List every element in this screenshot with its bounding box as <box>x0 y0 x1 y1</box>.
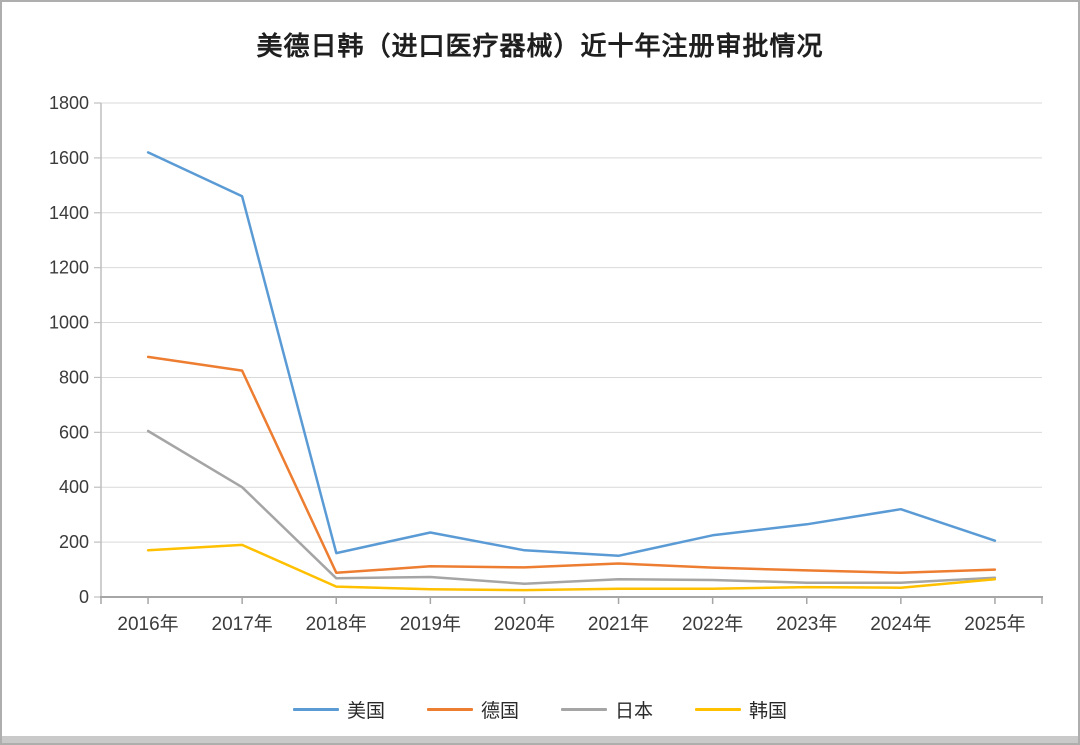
x-axis-tick-label: 2021年 <box>588 613 649 635</box>
y-axis-tick-label: 1600 <box>49 148 89 168</box>
x-axis-tick-label: 2017年 <box>212 613 273 635</box>
legend-label: 日本 <box>615 701 654 722</box>
legend-item-3: 韩国 <box>695 696 787 723</box>
x-axis-tick-label: 2023年 <box>776 613 837 635</box>
x-axis-tick-label: 2016年 <box>117 613 178 635</box>
series-line-1 <box>146 355 997 575</box>
legend-item-2: 日本 <box>561 696 653 723</box>
x-axis-tick-label: 2022年 <box>682 613 743 635</box>
series-line-2 <box>146 429 997 586</box>
y-axis-tick-label: 200 <box>59 532 89 552</box>
window-bottom-bar <box>2 736 1078 743</box>
x-axis-tick-label: 2019年 <box>400 613 461 635</box>
legend-swatch <box>695 708 742 711</box>
chart-title: 美德日韩（进口医疗器械）近十年注册审批情况 <box>256 31 824 61</box>
series-line-3 <box>146 543 997 592</box>
y-axis-tick-label: 800 <box>59 367 89 387</box>
legend-swatch <box>292 708 339 711</box>
legend-swatch <box>561 708 607 711</box>
series-line-0 <box>146 151 997 558</box>
x-axis-tick-label: 2025年 <box>964 613 1025 635</box>
chart-legend: 美国 德国 日本 韩国 <box>2 696 1078 723</box>
y-axis-tick-label: 1200 <box>49 258 89 278</box>
legend-label: 德国 <box>480 701 519 722</box>
x-axis-tick-label: 2020年 <box>494 613 555 635</box>
legend-swatch <box>426 708 473 711</box>
line-chart: 0 200 400 600 800 1000 1200 1400 1600 1800 2016年 20… <box>49 93 1043 635</box>
x-axis-tick-label: 2018年 <box>306 613 367 635</box>
legend-item-0: 美国 <box>292 696 385 723</box>
y-axis-tick-label: 1000 <box>49 313 89 333</box>
y-axis-tick-label: 600 <box>59 422 89 442</box>
y-axis-tick-label: 1400 <box>49 203 89 223</box>
legend-item-1: 德国 <box>426 696 519 723</box>
legend-label: 韩国 <box>749 701 788 722</box>
y-axis-tick-label: 400 <box>59 477 89 497</box>
y-axis-tick-label: 1800 <box>49 93 89 113</box>
y-axis-tick-label: 0 <box>79 587 89 607</box>
x-axis-tick-label: 2024年 <box>870 613 931 635</box>
legend-label: 美国 <box>346 701 385 722</box>
